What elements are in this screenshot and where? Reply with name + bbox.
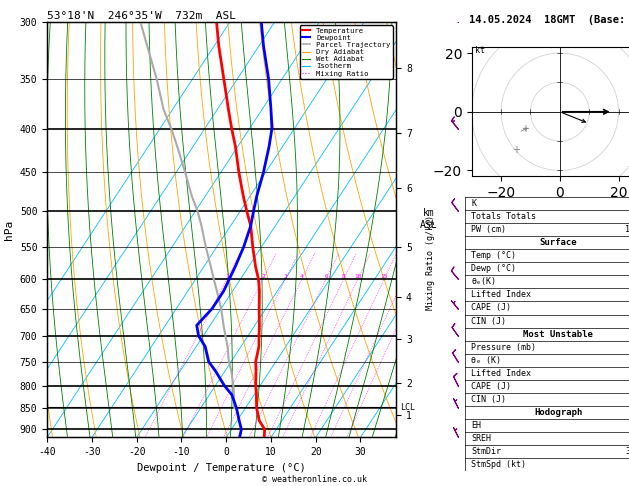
Text: 6: 6 bbox=[324, 274, 328, 279]
Text: θₑ(K): θₑ(K) bbox=[471, 278, 496, 286]
Text: StmSpd (kt): StmSpd (kt) bbox=[471, 460, 526, 469]
Text: Totals Totals: Totals Totals bbox=[471, 212, 536, 221]
Text: Mixing Ratio (g/kg): Mixing Ratio (g/kg) bbox=[426, 215, 435, 311]
Text: SREH: SREH bbox=[471, 434, 491, 443]
Legend: Temperature, Dewpoint, Parcel Trajectory, Dry Adiabat, Wet Adiabat, Isotherm, Mi: Temperature, Dewpoint, Parcel Trajectory… bbox=[299, 25, 392, 79]
Text: 15: 15 bbox=[381, 274, 388, 279]
Text: +: + bbox=[521, 124, 528, 135]
Text: +: + bbox=[512, 145, 520, 155]
Y-axis label: km
ASL: km ASL bbox=[420, 208, 437, 230]
Text: EH: EH bbox=[471, 421, 481, 430]
Text: Most Unstable: Most Unstable bbox=[523, 330, 593, 339]
Text: StmDir: StmDir bbox=[471, 447, 501, 456]
Text: 2: 2 bbox=[261, 274, 265, 279]
Text: kt: kt bbox=[475, 46, 485, 55]
Text: Dewp (°C): Dewp (°C) bbox=[471, 264, 516, 273]
Text: θₑ (K): θₑ (K) bbox=[471, 356, 501, 365]
Text: 14.05.2024  18GMT  (Base: 12): 14.05.2024 18GMT (Base: 12) bbox=[469, 15, 629, 25]
Text: 311°: 311° bbox=[625, 447, 629, 456]
Text: © weatheronline.co.uk: © weatheronline.co.uk bbox=[262, 474, 367, 484]
Text: LCL: LCL bbox=[400, 403, 415, 412]
Text: 1: 1 bbox=[225, 274, 229, 279]
Text: K: K bbox=[471, 199, 476, 208]
Text: 4: 4 bbox=[300, 274, 304, 279]
Text: CAPE (J): CAPE (J) bbox=[471, 303, 511, 312]
Text: 1.09: 1.09 bbox=[625, 225, 629, 234]
Text: Pressure (mb): Pressure (mb) bbox=[471, 343, 536, 352]
Text: CIN (J): CIN (J) bbox=[471, 395, 506, 404]
Text: CAPE (J): CAPE (J) bbox=[471, 382, 511, 391]
Text: 3: 3 bbox=[284, 274, 287, 279]
Text: 53°18'N  246°35'W  732m  ASL: 53°18'N 246°35'W 732m ASL bbox=[47, 11, 236, 21]
Text: Lifted Index: Lifted Index bbox=[471, 369, 531, 378]
Text: Temp (°C): Temp (°C) bbox=[471, 251, 516, 260]
Text: CIN (J): CIN (J) bbox=[471, 316, 506, 326]
X-axis label: Dewpoint / Temperature (°C): Dewpoint / Temperature (°C) bbox=[137, 463, 306, 473]
Text: Surface: Surface bbox=[540, 238, 577, 247]
Text: 8: 8 bbox=[342, 274, 346, 279]
Text: Lifted Index: Lifted Index bbox=[471, 291, 531, 299]
Text: 10: 10 bbox=[354, 274, 362, 279]
Text: PW (cm): PW (cm) bbox=[471, 225, 506, 234]
Y-axis label: hPa: hPa bbox=[4, 220, 14, 240]
Text: Hodograph: Hodograph bbox=[534, 408, 582, 417]
